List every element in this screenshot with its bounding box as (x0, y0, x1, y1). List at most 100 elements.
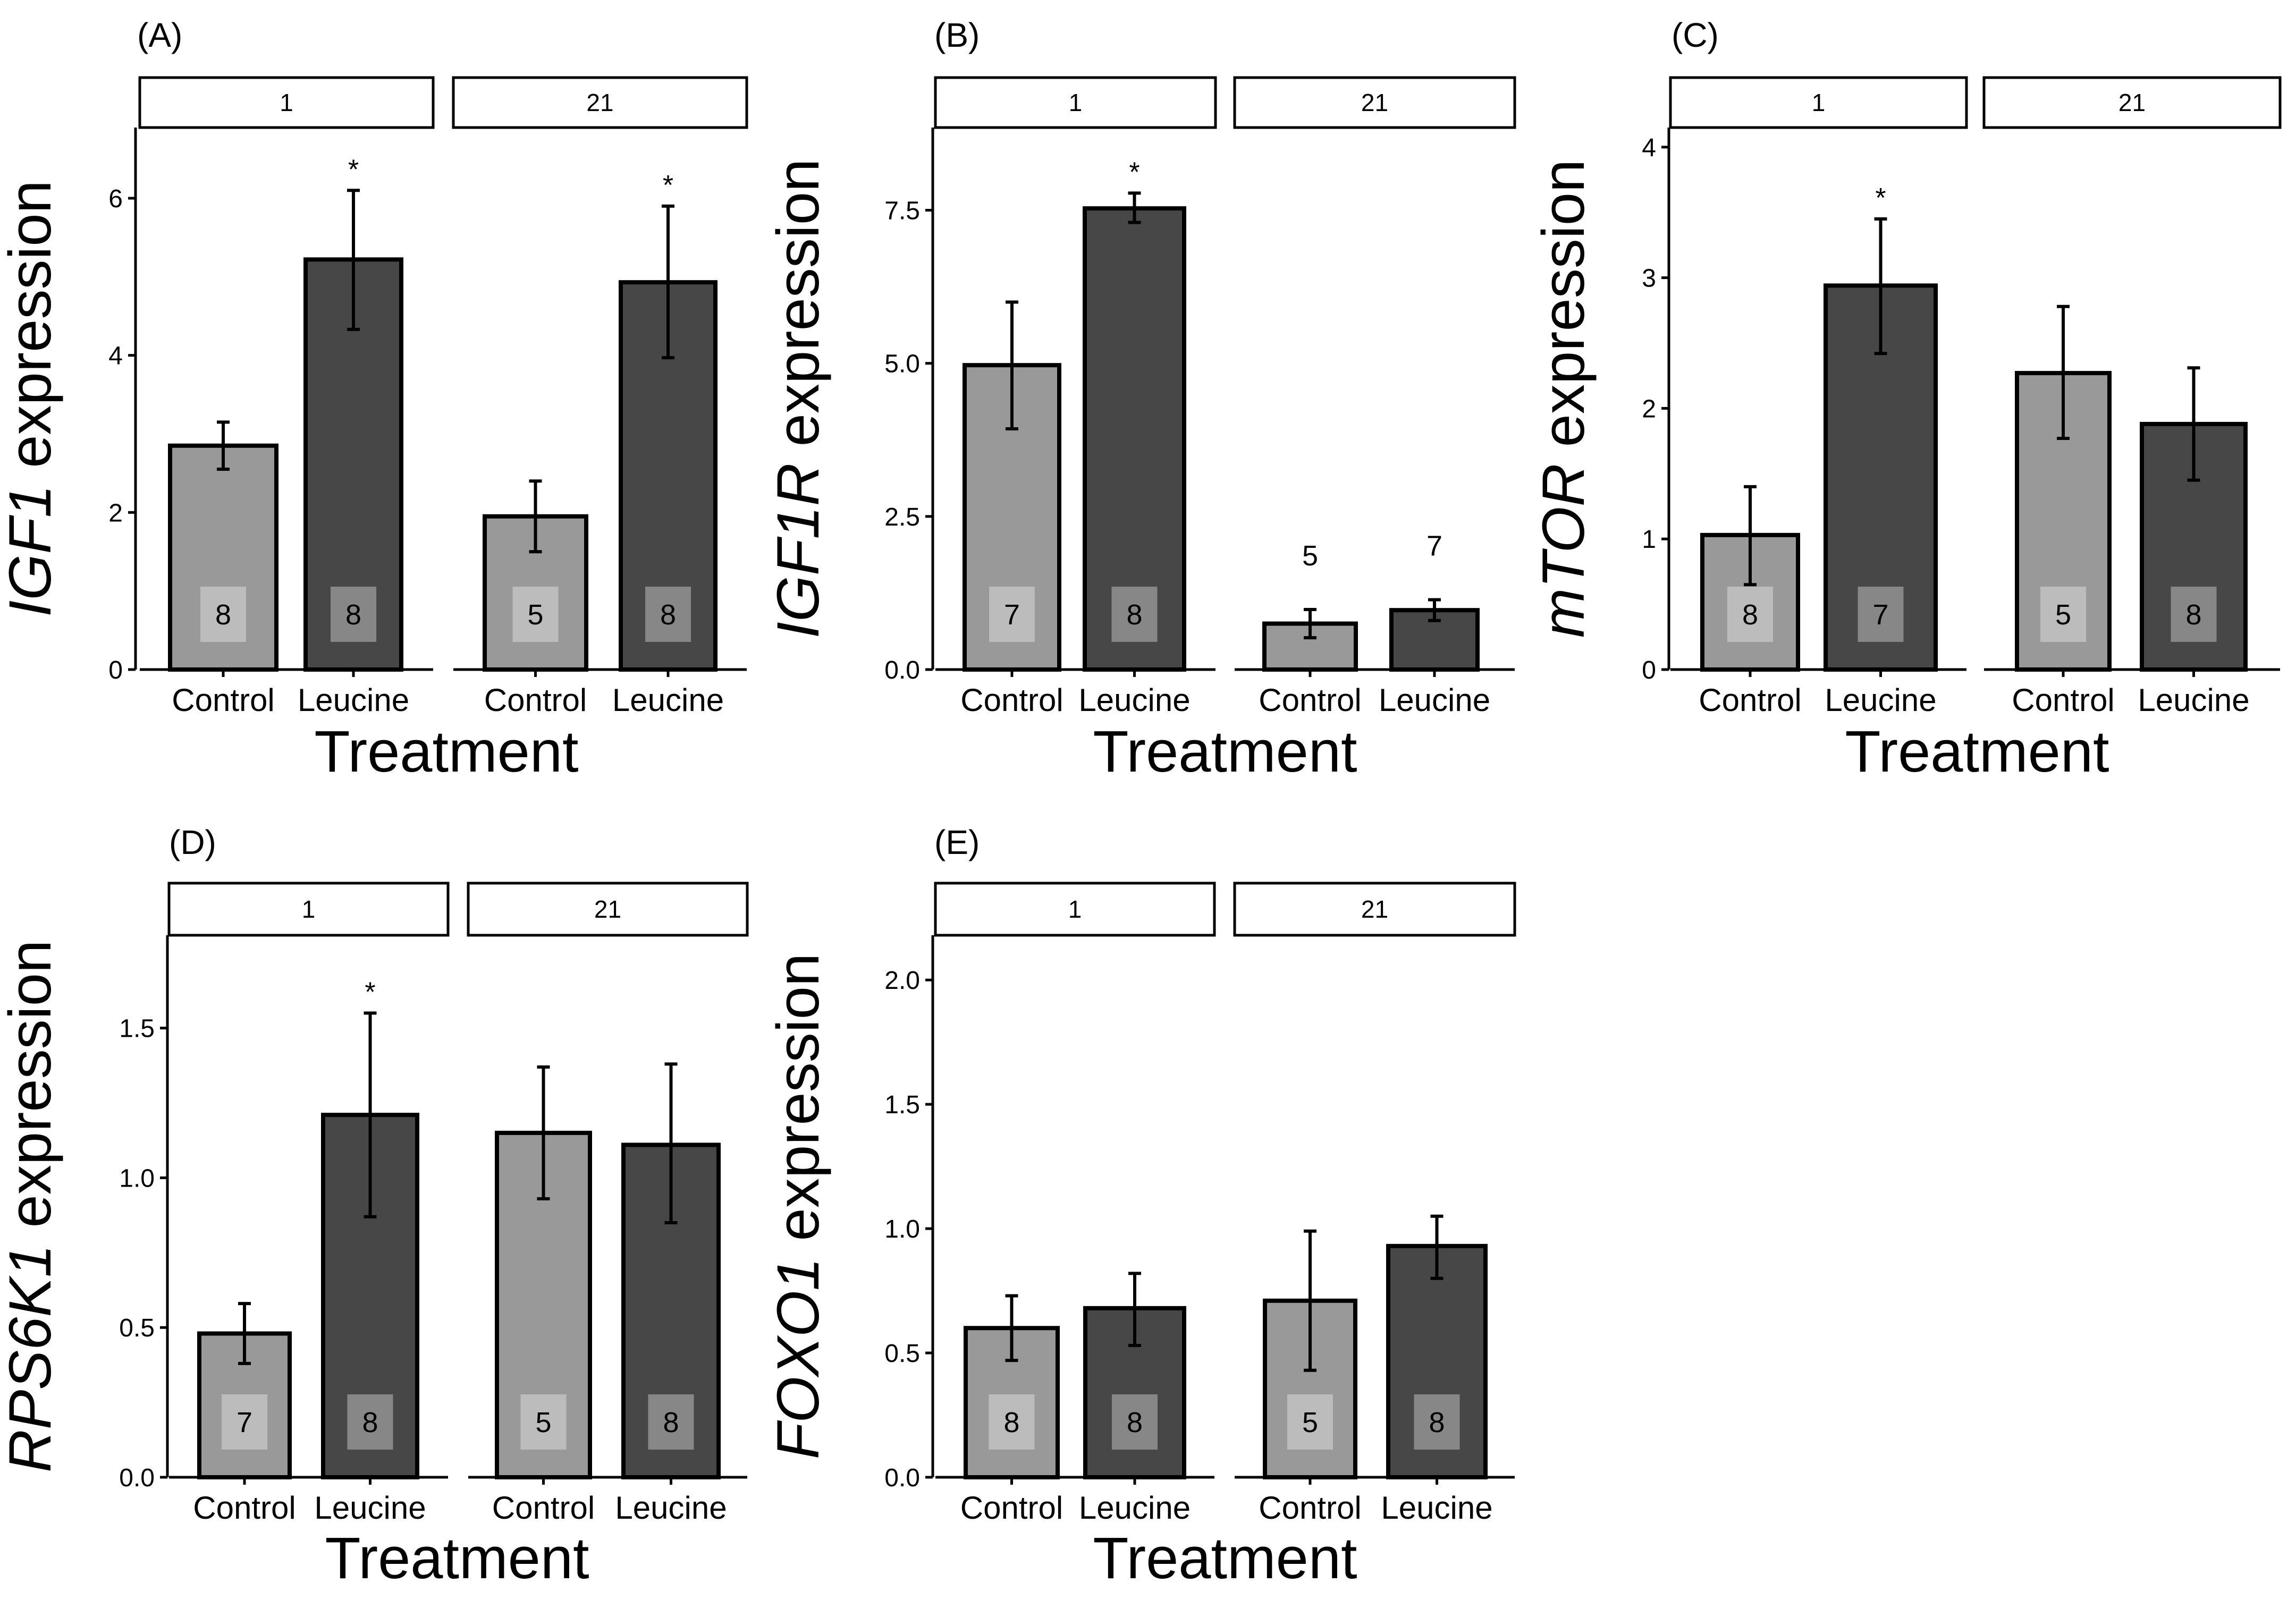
x-tick-label: Control (193, 1490, 296, 1526)
facet-strip (167, 882, 450, 937)
y-tick-label: 0 (1642, 656, 1656, 684)
sample-size-box (989, 1394, 1035, 1450)
significance-star: * (663, 170, 673, 201)
x-tick-label: Control (484, 682, 587, 718)
y-tick-label: 0.0 (884, 1464, 920, 1492)
facet-strip-label: 1 (1812, 89, 1826, 116)
sample-size-label: 8 (215, 599, 231, 631)
facet-strip (138, 76, 435, 129)
y-tick-label: 0.0 (119, 1464, 155, 1492)
y-axis-title-gene: IGF1R (765, 463, 831, 638)
sample-size-box (1412, 518, 1457, 573)
x-tick-label: Leucine (1078, 682, 1190, 718)
facet-strip-label: 21 (594, 895, 621, 923)
y-tick-label: 5.0 (884, 350, 920, 378)
x-tick-label: Leucine (1825, 682, 1936, 718)
panel-label: (D) (169, 823, 216, 861)
y-tick-label: 1 (1642, 526, 1656, 554)
facet-strip (1233, 882, 1516, 937)
sample-size-label: 8 (1126, 599, 1142, 631)
y-tick-label: 6 (108, 185, 123, 213)
x-axis-title: Treatment (1845, 719, 2109, 784)
sample-size-label: 5 (1302, 1407, 1318, 1438)
y-axis-title-gene: mTOR (1530, 464, 1597, 638)
y-axis-title-suffix: expression (0, 940, 63, 1245)
y-tick-label: 0.5 (119, 1314, 155, 1342)
facet-strip-label: 21 (2118, 89, 2146, 116)
y-tick-label: 1.0 (119, 1164, 155, 1192)
y-tick-label: 3 (1642, 265, 1656, 293)
sample-size-label: 8 (345, 599, 361, 631)
bar-control-day1 (168, 443, 278, 672)
x-tick-label: Control (172, 682, 274, 718)
sample-size-label: 8 (1429, 1407, 1445, 1438)
sample-size-box (347, 1394, 393, 1450)
sample-size-label: 7 (1872, 599, 1888, 631)
x-tick-label: Leucine (1379, 682, 1490, 718)
facet-strip-label: 21 (1361, 89, 1388, 116)
x-tick-label: Leucine (615, 1490, 727, 1526)
y-tick-label: 7.5 (884, 197, 920, 225)
y-axis-title-suffix: expression (765, 953, 831, 1258)
x-tick-label: Leucine (314, 1490, 426, 1526)
facet-strip-label: 1 (1068, 895, 1082, 923)
x-tick-label: Leucine (1079, 1490, 1191, 1526)
sample-size-box (331, 587, 376, 642)
sample-size-label: 8 (1127, 1407, 1143, 1438)
sample-size-box (200, 587, 246, 642)
sample-size-label: 5 (535, 1407, 551, 1438)
x-tick-label: Control (1259, 682, 1361, 718)
panel-label: (A) (137, 16, 182, 54)
panel-a: (A) 1 21 0 2 4 6 IGF1 expression Treatment 8 Contr… (0, 16, 748, 784)
facet-strip (1233, 76, 1516, 129)
sample-size-box (512, 587, 559, 642)
significance-star: * (348, 154, 359, 185)
panel-d: (D) 1 21 0.0 0.5 1.0 1.5 RPS6K1 expression Treat… (0, 823, 749, 1591)
sample-size-box (989, 587, 1035, 642)
y-axis-title: IGF1 expression (0, 180, 63, 617)
sample-size-label: 7 (1426, 530, 1442, 562)
y-axis-title-gene: RPS6K1 (0, 1245, 63, 1473)
y-tick-label: 4 (108, 342, 123, 370)
y-tick-label: 2 (1642, 395, 1656, 423)
facet-strip (934, 76, 1217, 129)
sample-size-box (2040, 587, 2086, 642)
x-tick-label: Leucine (2138, 682, 2249, 718)
sample-size-label: 8 (1003, 1407, 1019, 1438)
sample-size-box (1112, 1394, 1158, 1450)
y-tick-label: 2.5 (884, 503, 920, 531)
facet-strip (452, 76, 748, 129)
y-axis-title: IGF1R expression (765, 159, 831, 639)
panel-e: (E) 1 21 0.0 0.5 1.0 1.5 2.0 FOXO1 expression Tre… (765, 823, 1516, 1591)
sample-size-box (648, 1394, 694, 1450)
x-axis-title: Treatment (314, 719, 578, 784)
sample-size-label: 8 (362, 1407, 378, 1438)
sample-size-label: 7 (237, 1407, 252, 1438)
x-tick-label: Leucine (1381, 1490, 1492, 1526)
facet-strip (934, 882, 1216, 937)
sample-size-box (1727, 587, 1773, 642)
x-tick-label: Control (960, 1490, 1063, 1526)
sample-size-label: 8 (1742, 599, 1758, 631)
x-axis-title: Treatment (1093, 1526, 1357, 1591)
x-tick-label: Control (492, 1490, 595, 1526)
sample-size-box (1858, 587, 1904, 642)
y-tick-label: 0.0 (884, 656, 920, 684)
x-tick-label: Control (1699, 682, 1801, 718)
sample-size-box (2171, 587, 2217, 642)
x-axis-title: Treatment (1093, 719, 1357, 784)
sample-size-box (520, 1394, 567, 1450)
sample-size-box (1287, 528, 1333, 583)
facet-strip-label: 1 (280, 89, 293, 116)
x-tick-label: Control (2012, 682, 2114, 718)
facet-strip-label: 1 (1069, 89, 1083, 116)
y-tick-label: 0 (108, 656, 123, 684)
facet-strip-label: 21 (586, 89, 613, 116)
panel-label: (C) (1672, 16, 1719, 54)
sample-size-box (1287, 1394, 1333, 1450)
facet-strip-label: 1 (302, 895, 316, 923)
sample-size-label: 5 (527, 599, 543, 631)
sample-size-label: 8 (660, 599, 676, 631)
y-axis-title-gene: IGF1 (0, 485, 63, 617)
